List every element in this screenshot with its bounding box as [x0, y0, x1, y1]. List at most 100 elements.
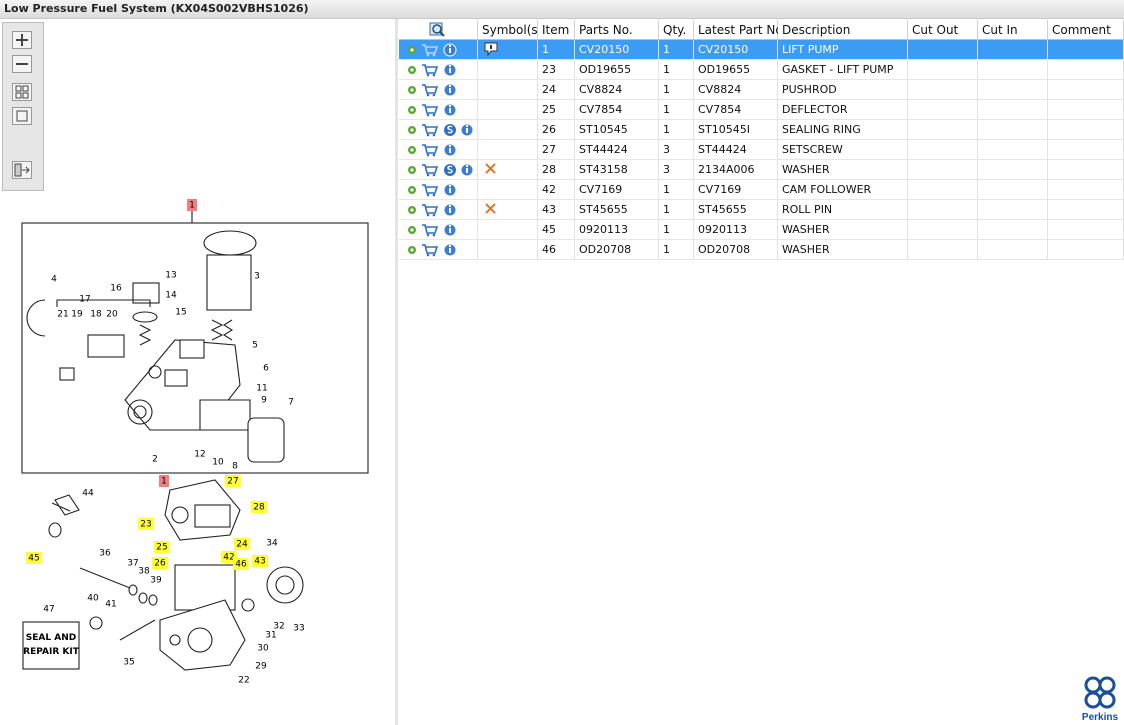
symbol-cell — [478, 60, 538, 80]
column-header[interactable]: Qty. — [659, 20, 694, 40]
fit-button[interactable] — [12, 83, 32, 101]
cell-description: ROLL PIN — [778, 200, 908, 220]
callout-label[interactable]: 28 — [253, 503, 265, 513]
toolbar — [2, 22, 44, 191]
column-header[interactable]: Cut In — [978, 20, 1048, 40]
column-header[interactable]: Description — [778, 20, 908, 40]
empty-cell — [978, 100, 1048, 120]
callout-label[interactable]: 43 — [254, 557, 265, 567]
callout-label[interactable]: 45 — [28, 554, 39, 564]
cell-part-no: ST44424 — [575, 140, 659, 160]
cell-item: 24 — [538, 80, 575, 100]
column-header[interactable]: Parts No. — [575, 20, 659, 40]
row-icons[interactable] — [399, 40, 478, 60]
column-header[interactable]: Comment — [1048, 20, 1124, 40]
empty-cell — [1048, 140, 1124, 160]
row-icons[interactable] — [399, 220, 478, 240]
column-header[interactable]: Item — [538, 20, 575, 40]
fitting — [51, 494, 80, 516]
column-header[interactable]: Symbol(s) — [478, 20, 542, 40]
cell-qty: 1 — [659, 60, 694, 80]
empty-cell — [978, 60, 1048, 80]
empty-cell — [1048, 120, 1124, 140]
callout-highlight[interactable] — [26, 552, 42, 564]
callout-label[interactable]: 25 — [156, 543, 167, 553]
empty-cell — [908, 160, 978, 180]
cell-part-no: CV7169 — [575, 180, 659, 200]
cell-qty: 1 — [659, 40, 694, 60]
brand-name: Perkins — [1081, 712, 1119, 723]
callout-label: 6 — [263, 364, 269, 374]
empty-cell — [908, 200, 978, 220]
column-header[interactable]: Cut Out — [908, 20, 978, 40]
callout-label[interactable]: 1 — [161, 477, 167, 487]
callout-label: 2 — [152, 455, 158, 465]
empty-cell — [908, 40, 978, 60]
lever — [199, 399, 251, 431]
empty-cell — [1048, 80, 1124, 100]
empty-cell — [978, 160, 1048, 180]
row-icons[interactable] — [399, 200, 478, 220]
row-icons[interactable] — [399, 140, 478, 160]
empty-cell — [908, 220, 978, 240]
callout-highlight[interactable] — [234, 538, 250, 550]
callout-label[interactable]: 24 — [236, 540, 248, 550]
cell-item: 23 — [538, 60, 575, 80]
callout-highlight[interactable] — [187, 199, 197, 211]
row-icons[interactable] — [399, 60, 478, 80]
cell-qty: 1 — [659, 200, 694, 220]
empty-cell — [1048, 160, 1124, 180]
callout-highlight[interactable] — [138, 518, 154, 530]
callout-label: 30 — [257, 644, 269, 654]
callout-label: 29 — [255, 662, 267, 672]
callout-label: 34 — [266, 539, 278, 549]
callout-label[interactable]: 27 — [227, 477, 238, 487]
callout-label[interactable]: 46 — [235, 560, 247, 570]
empty-cell — [1048, 200, 1124, 220]
row-icons[interactable] — [399, 160, 478, 180]
washer — [138, 592, 148, 604]
zoom-in-button[interactable] — [12, 31, 32, 49]
callout-highlight[interactable] — [251, 501, 267, 513]
row-icons[interactable] — [399, 100, 478, 120]
callout-label: 8 — [232, 462, 238, 472]
callout-highlight[interactable] — [233, 558, 249, 570]
callout-label: 10 — [212, 458, 224, 468]
symbol-cell — [478, 80, 538, 100]
nut — [164, 369, 188, 387]
cell-latest: ST10545I — [694, 120, 778, 140]
callout-highlight[interactable] — [152, 557, 168, 569]
callout-label[interactable]: 1 — [189, 201, 195, 211]
callout-label: 3 — [254, 272, 260, 282]
split-button[interactable] — [12, 161, 32, 179]
callout-highlight[interactable] — [225, 475, 241, 487]
header-icon-column[interactable] — [399, 20, 478, 40]
callout-highlight[interactable] — [159, 475, 169, 487]
symbol-cell — [478, 100, 538, 120]
cell-description: GASKET - LIFT PUMP — [778, 60, 908, 80]
row-icons[interactable] — [399, 80, 478, 100]
callout-highlight[interactable] — [252, 555, 268, 567]
callout-label: 40 — [87, 594, 99, 604]
row-icons[interactable] — [399, 120, 478, 140]
row-icons[interactable] — [399, 180, 478, 200]
cell-qty: 3 — [659, 160, 694, 180]
callout-label: 5 — [252, 341, 258, 351]
callout-label[interactable]: 26 — [154, 559, 166, 569]
washer — [132, 311, 158, 323]
actual-size-button[interactable] — [12, 107, 32, 125]
column-header[interactable]: Latest Part No. — [694, 20, 786, 40]
cell-part-no: ST43158 — [575, 160, 659, 180]
empty-cell — [978, 180, 1048, 200]
cell-qty: 3 — [659, 140, 694, 160]
callout-highlight[interactable] — [154, 541, 170, 553]
callout-label: 47 — [43, 605, 54, 615]
lever — [194, 504, 231, 528]
cell-description: DEFLECTOR — [778, 100, 908, 120]
callout-label[interactable]: 23 — [140, 520, 151, 530]
zoom-out-button[interactable] — [12, 55, 32, 73]
cell-latest: CV7169 — [694, 180, 778, 200]
port — [133, 405, 147, 419]
callout-label[interactable]: 42 — [223, 553, 234, 563]
row-icons[interactable] — [399, 240, 478, 260]
